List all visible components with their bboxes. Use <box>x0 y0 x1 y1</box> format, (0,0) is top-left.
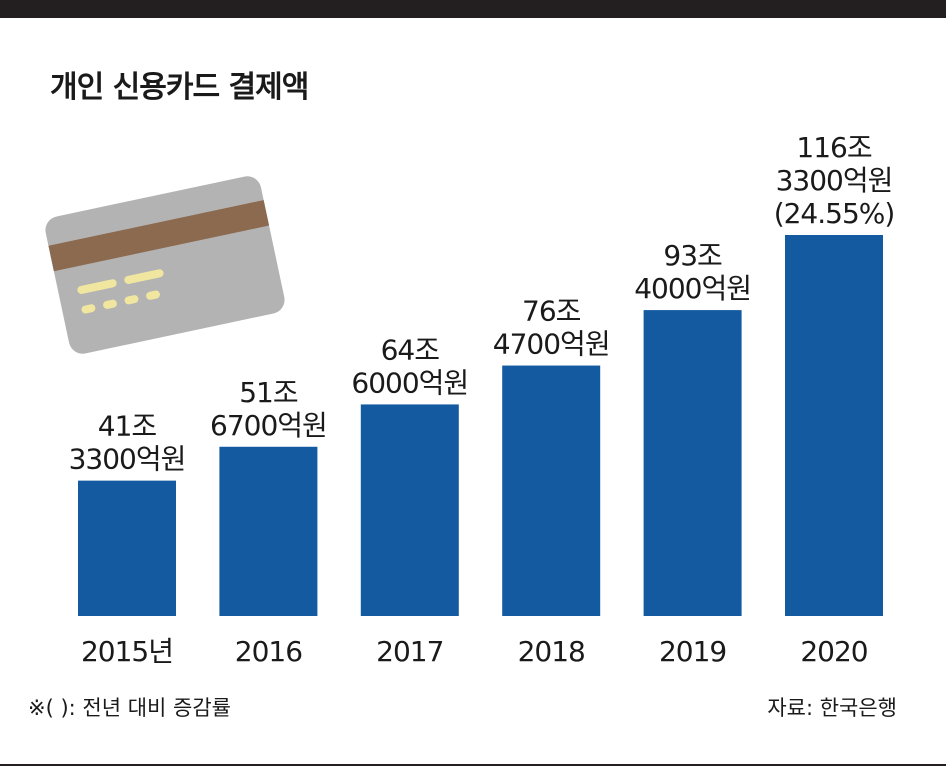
card-dash <box>77 279 117 294</box>
value-label-0-0: 41조 <box>98 410 157 443</box>
card-stripe <box>48 200 270 272</box>
card-dash <box>124 269 164 284</box>
category-label-2: 2017 <box>376 635 443 668</box>
footnote: ※( ): 전년 대비 증감률 <box>28 696 231 720</box>
card-dot <box>103 299 117 309</box>
card-dot <box>124 295 139 305</box>
bar-4 <box>643 310 742 616</box>
category-label-5: 2020 <box>800 635 867 668</box>
source-credit: 자료: 한국은행 <box>767 696 897 720</box>
bar-3 <box>502 365 601 616</box>
bar-1 <box>219 446 318 616</box>
category-label-4: 2019 <box>659 635 726 668</box>
value-label-5-0: 116조 <box>796 131 871 164</box>
bar-2 <box>360 404 459 616</box>
value-label-3-0: 76조 <box>522 295 581 328</box>
value-label-1-1: 6700억원 <box>210 409 327 442</box>
value-label-5-1: 3300억원 <box>776 164 893 197</box>
card-dot <box>146 290 160 300</box>
category-label-0: 2015년 <box>81 635 173 668</box>
value-label-4-1: 4000억원 <box>634 272 751 305</box>
value-label-5-2: (24.55%) <box>774 197 895 230</box>
bar-5 <box>785 235 883 616</box>
value-label-1-0: 51조 <box>239 376 298 409</box>
value-label-2-0: 64조 <box>381 333 440 366</box>
value-label-3-1: 4700억원 <box>493 328 610 361</box>
bar-0 <box>78 480 176 616</box>
category-label-1: 2016 <box>235 635 302 668</box>
bottom-border <box>0 764 946 766</box>
value-label-0-1: 3300억원 <box>69 443 186 476</box>
top-border <box>0 0 946 18</box>
card-dot <box>81 304 96 314</box>
value-label-4-0: 93조 <box>663 239 722 272</box>
value-label-2-1: 6000억원 <box>351 366 468 399</box>
category-label-3: 2018 <box>518 635 585 668</box>
chart-title: 개인 신용카드 결제액 <box>50 70 309 105</box>
